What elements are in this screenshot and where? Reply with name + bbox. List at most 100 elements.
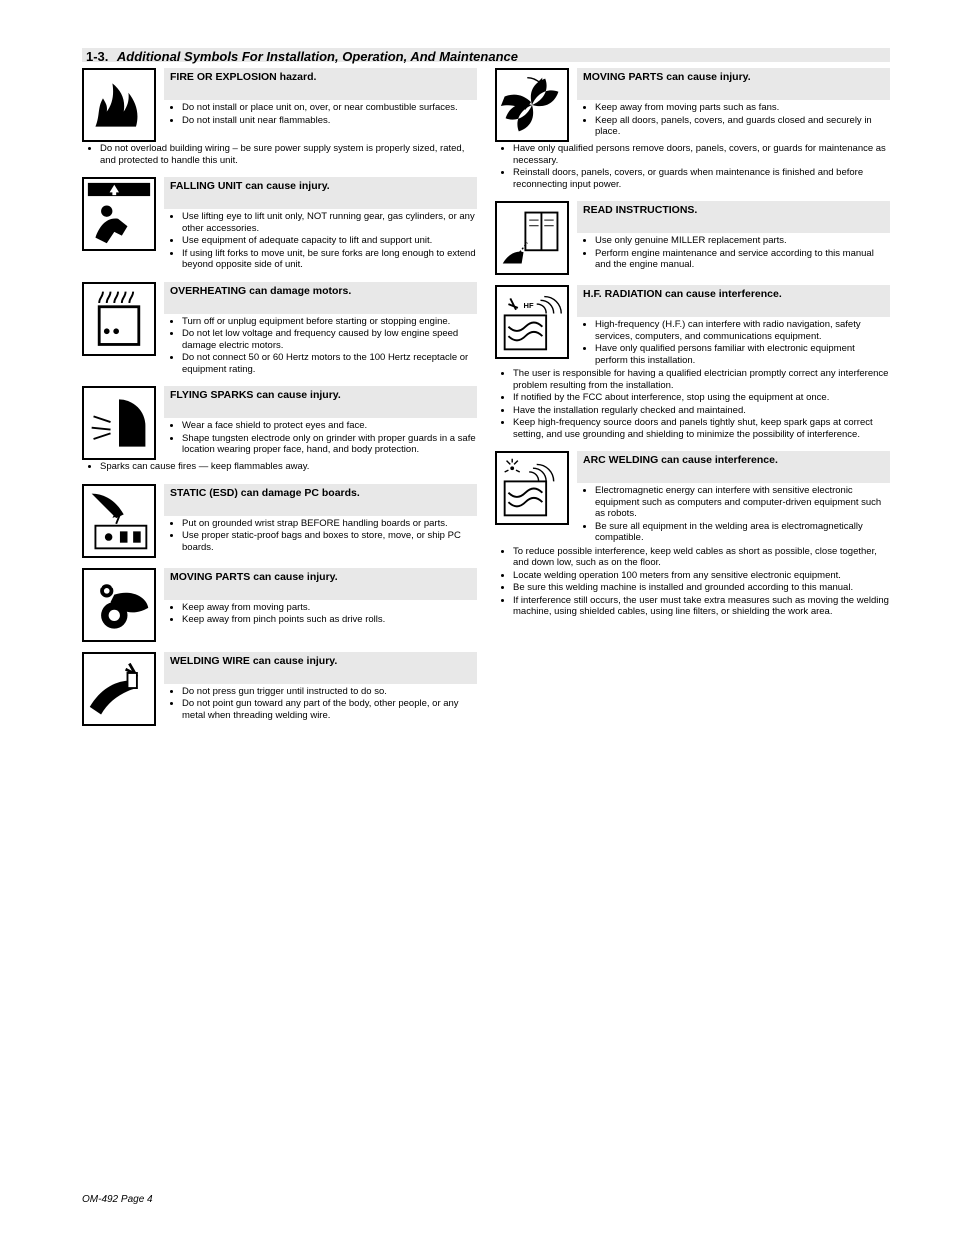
hazard-list: Keep away from moving parts.Keep away fr…: [164, 602, 477, 626]
hazard-list: Electromagnetic energy can interfere wit…: [577, 485, 890, 544]
list-item: Use lifting eye to lift unit only, NOT r…: [182, 211, 477, 234]
list-item: Turn off or unplug equipment before star…: [182, 316, 477, 328]
column-left: FIRE OR EXPLOSION hazard.Do not install …: [82, 68, 477, 736]
hazard-body: STATIC (ESD) can damage PC boards.Put on…: [164, 484, 477, 555]
list-item: The user is responsible for having a qua…: [513, 368, 890, 391]
hazard-esd: STATIC (ESD) can damage PC boards.Put on…: [82, 484, 477, 558]
list-item: Sparks can cause fires — keep flammables…: [100, 461, 477, 473]
hazard-sparks: FLYING SPARKS can cause injury. Wear a fa…: [82, 386, 477, 474]
hazard-title: WELDING WIRE can cause injury.: [164, 652, 477, 684]
hazard-title: OVERHEATING can damage motors.: [164, 282, 477, 314]
section-number: 1-3.: [82, 49, 108, 64]
hazard-body: FLYING SPARKS can cause injury. Wear a fa…: [164, 386, 477, 457]
section-title: Additional Symbols For Installation, Ope…: [113, 49, 518, 64]
hazard-list: Wear a face shield to protect eyes and f…: [164, 420, 477, 456]
hazard-overheating: OVERHEATING can damage motors. Turn off o…: [82, 282, 477, 377]
hazard-list: Do not install or place unit on, over, o…: [164, 102, 477, 126]
hazard-manual: READ INSTRUCTIONS.Use only genuine MILLE…: [495, 201, 890, 275]
list-item: Do not overload building wiring – be sur…: [100, 143, 477, 166]
list-item: Keep away from moving parts such as fans…: [595, 102, 890, 114]
hazard-moving2: MOVING PARTS can cause injury. Keep away …: [495, 68, 890, 191]
hazard-list: Use lifting eye to lift unit only, NOT r…: [164, 211, 477, 271]
hazard-list: Do not press gun trigger until instructe…: [164, 686, 477, 722]
list-item: Keep away from moving parts.: [182, 602, 477, 614]
hazard-row: MOVING PARTS can cause injury. Keep away …: [495, 68, 890, 142]
hazard-list-continued: Sparks can cause fires — keep flammables…: [82, 461, 477, 473]
svg-text:HF: HF: [524, 301, 534, 310]
hazard-falling: FALLING UNIT can cause injury.Use liftin…: [82, 177, 477, 272]
arc-icon: [495, 451, 569, 525]
list-item: Use only genuine MILLER replacement part…: [595, 235, 890, 247]
list-item: Do not connect 50 or 60 Hertz motors to …: [182, 352, 477, 375]
wire-icon: [82, 652, 156, 726]
hazard-arc: ARC WELDING can cause interference.Elect…: [495, 451, 890, 619]
hazard-fire: FIRE OR EXPLOSION hazard.Do not install …: [82, 68, 477, 167]
list-item: Keep high-frequency source doors and pan…: [513, 417, 890, 440]
page-number: OM-492 Page 4: [82, 1194, 153, 1205]
hf-icon: HF: [495, 285, 569, 359]
list-item: Use proper static-proof bags and boxes t…: [182, 530, 477, 553]
hazard-body: ARC WELDING can cause interference.Elect…: [577, 451, 890, 545]
list-item: Electromagnetic energy can interfere wit…: [595, 485, 890, 520]
hazard-body: FIRE OR EXPLOSION hazard.Do not install …: [164, 68, 477, 127]
list-item: Put on grounded wrist strap BEFORE handl…: [182, 518, 477, 530]
hazard-body: MOVING PARTS can cause injury.Keep away …: [164, 568, 477, 627]
hazard-body: FALLING UNIT can cause injury.Use liftin…: [164, 177, 477, 272]
hazard-list-continued: Have only qualified persons remove doors…: [495, 143, 890, 190]
list-item: To reduce possible interference, keep we…: [513, 546, 890, 569]
manual-icon: [495, 201, 569, 275]
esd-icon: [82, 484, 156, 558]
list-item: If notified by the FCC about interferenc…: [513, 392, 890, 404]
list-item: Shape tungsten electrode only on grinder…: [182, 433, 477, 456]
fire-icon: [82, 68, 156, 142]
list-item: Have only qualified persons remove doors…: [513, 143, 890, 166]
hazard-list-continued: To reduce possible interference, keep we…: [495, 546, 890, 618]
list-item: Reinstall doors, panels, covers, or guar…: [513, 167, 890, 190]
hazard-list: Use only genuine MILLER replacement part…: [577, 235, 890, 271]
page: 1-3. Additional Symbols For Installation…: [0, 0, 954, 1235]
hazard-title: ARC WELDING can cause interference.: [577, 451, 890, 483]
hazard-row: STATIC (ESD) can damage PC boards.Put on…: [82, 484, 477, 558]
list-item: Have only qualified persons familiar wit…: [595, 343, 890, 366]
hazard-title: FLYING SPARKS can cause injury.: [164, 386, 477, 418]
overheating-icon: [82, 282, 156, 356]
hazard-row: FLYING SPARKS can cause injury. Wear a fa…: [82, 386, 477, 460]
list-item: Keep away from pinch points such as driv…: [182, 614, 477, 626]
column-right: MOVING PARTS can cause injury. Keep away …: [495, 68, 890, 736]
hazard-title: MOVING PARTS can cause injury.: [164, 568, 477, 600]
hazard-wire: WELDING WIRE can cause injury. Do not pre…: [82, 652, 477, 726]
moving-icon: [82, 568, 156, 642]
falling-icon: [82, 177, 156, 251]
hazard-moving: MOVING PARTS can cause injury.Keep away …: [82, 568, 477, 642]
list-item: If using lift forks to move unit, be sur…: [182, 248, 477, 271]
hazard-body: MOVING PARTS can cause injury. Keep away …: [577, 68, 890, 139]
hazard-row: WELDING WIRE can cause injury. Do not pre…: [82, 652, 477, 726]
list-item: If interference still occurs, the user m…: [513, 595, 890, 618]
hazard-row: ARC WELDING can cause interference.Elect…: [495, 451, 890, 545]
hazard-body: H.F. RADIATION can cause interference.Hi…: [577, 285, 890, 367]
hazard-row: READ INSTRUCTIONS.Use only genuine MILLE…: [495, 201, 890, 275]
hazard-row: FIRE OR EXPLOSION hazard.Do not install …: [82, 68, 477, 142]
hazard-body: READ INSTRUCTIONS.Use only genuine MILLE…: [577, 201, 890, 272]
list-item: Locate welding operation 100 meters from…: [513, 570, 890, 582]
hazard-title: H.F. RADIATION can cause interference.: [577, 285, 890, 317]
sparks-icon: [82, 386, 156, 460]
hazard-title: FALLING UNIT can cause injury.: [164, 177, 477, 209]
list-item: Keep all doors, panels, covers, and guar…: [595, 115, 890, 138]
hazard-list: Turn off or unplug equipment before star…: [164, 316, 477, 376]
hazard-list-continued: The user is responsible for having a qua…: [495, 368, 890, 440]
hazard-list: Put on grounded wrist strap BEFORE handl…: [164, 518, 477, 554]
list-item: Be sure all equipment in the welding are…: [595, 521, 890, 544]
hazard-title: FIRE OR EXPLOSION hazard.: [164, 68, 477, 100]
two-column-layout: FIRE OR EXPLOSION hazard.Do not install …: [82, 68, 890, 736]
hazard-row: MOVING PARTS can cause injury.Keep away …: [82, 568, 477, 642]
page-footer: OM-492 Page 4: [82, 1194, 890, 1205]
hazard-body: WELDING WIRE can cause injury. Do not pre…: [164, 652, 477, 723]
hazard-title: MOVING PARTS can cause injury.: [577, 68, 890, 100]
list-item: Do not press gun trigger until instructe…: [182, 686, 477, 698]
list-item: Do not install unit near flammables.: [182, 115, 477, 127]
list-item: Wear a face shield to protect eyes and f…: [182, 420, 477, 432]
list-item: Perform engine maintenance and service a…: [595, 248, 890, 271]
hazard-body: OVERHEATING can damage motors. Turn off o…: [164, 282, 477, 377]
hazard-row: FALLING UNIT can cause injury.Use liftin…: [82, 177, 477, 272]
